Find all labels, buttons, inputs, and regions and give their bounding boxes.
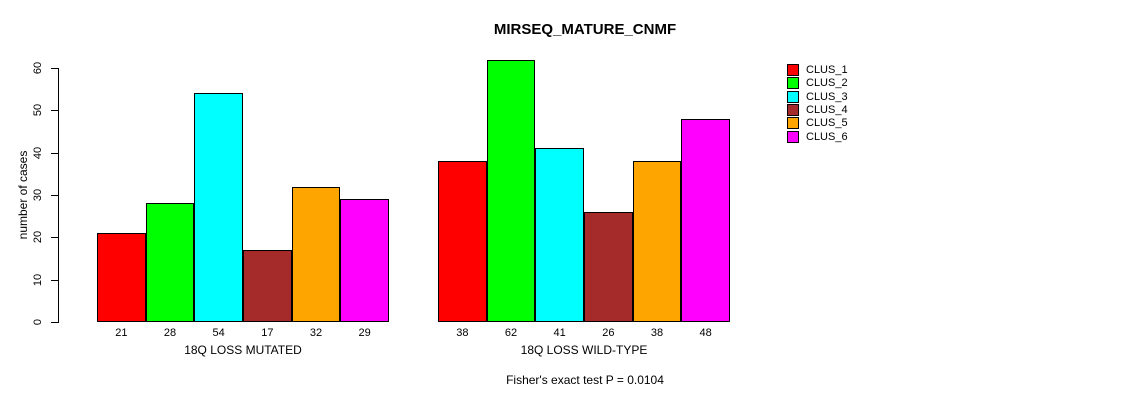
bar-value-label: 17 [261, 327, 274, 339]
y-tick-label: 40 [32, 146, 44, 159]
bar-clus_3-group0 [194, 93, 243, 322]
legend-swatch-icon [787, 90, 799, 103]
y-tick-mark [51, 279, 58, 281]
bar-clus_1-group0 [97, 233, 146, 322]
y-tick-label: 10 [32, 273, 44, 286]
bar-value-label: 41 [553, 327, 566, 339]
chart-title: MIRSEQ_MATURE_CNMF [493, 21, 677, 38]
bar-value-label: 48 [699, 327, 712, 339]
bar-value-label: 38 [456, 327, 469, 339]
x-axis-group-label-mutated: 18Q LOSS MUTATED [184, 343, 302, 357]
bar-clus_1-group1 [438, 161, 487, 322]
y-tick-label: 30 [32, 188, 44, 202]
y-axis-line [58, 68, 59, 323]
legend-swatch-icon [787, 103, 799, 116]
bar-clus_5-group0 [291, 186, 341, 322]
legend-label: CLUS_5 [806, 117, 848, 130]
legend-swatch-icon [787, 130, 799, 143]
y-tick-label: 0 [32, 318, 44, 326]
legend-label: CLUS_1 [806, 64, 848, 76]
bar-value-label: 38 [650, 327, 664, 339]
legend-swatch-icon [787, 117, 799, 130]
legend-label: CLUS_4 [806, 103, 848, 116]
legend-label: CLUS_3 [806, 90, 848, 103]
bar-value-label: 62 [504, 327, 518, 339]
y-tick-mark [51, 152, 58, 154]
bar-clus_4-group1 [584, 211, 633, 322]
y-axis-label: number of cases [16, 150, 30, 240]
bar-clus_3-group1 [535, 148, 584, 322]
bar-clus_6-group0 [340, 199, 389, 322]
bar-value-label: 26 [602, 327, 615, 339]
bar-clus_2-group0 [145, 203, 195, 322]
bar-clus_6-group1 [681, 118, 730, 322]
bar-value-label: 32 [309, 327, 323, 339]
y-tick-label: 60 [32, 61, 44, 75]
annotation-text: Fisher's exact test P = 0.0104 [506, 373, 664, 387]
y-tick-label: 50 [32, 104, 44, 117]
y-tick-label: 20 [32, 231, 44, 244]
bar-clus_4-group0 [243, 250, 292, 322]
x-axis-group-label-wildtype: 18Q LOSS WILD-TYPE [520, 343, 648, 357]
y-tick-mark [51, 110, 58, 112]
legend-swatch-icon [787, 77, 799, 90]
bar-value-label: 29 [358, 327, 371, 339]
y-tick-mark [51, 195, 58, 196]
y-tick-mark [51, 237, 58, 239]
bar-clus_2-group1 [486, 59, 536, 322]
bar-value-label: 54 [212, 327, 225, 339]
y-tick-mark [51, 68, 58, 69]
legend-label: CLUS_2 [806, 77, 848, 90]
legend-swatch-icon [787, 64, 799, 76]
y-tick-mark [51, 322, 58, 323]
bar-value-label: 28 [163, 327, 177, 339]
legend-label: CLUS_6 [806, 130, 848, 143]
bar-clus_5-group1 [632, 161, 682, 322]
bar-value-label: 21 [115, 327, 128, 339]
